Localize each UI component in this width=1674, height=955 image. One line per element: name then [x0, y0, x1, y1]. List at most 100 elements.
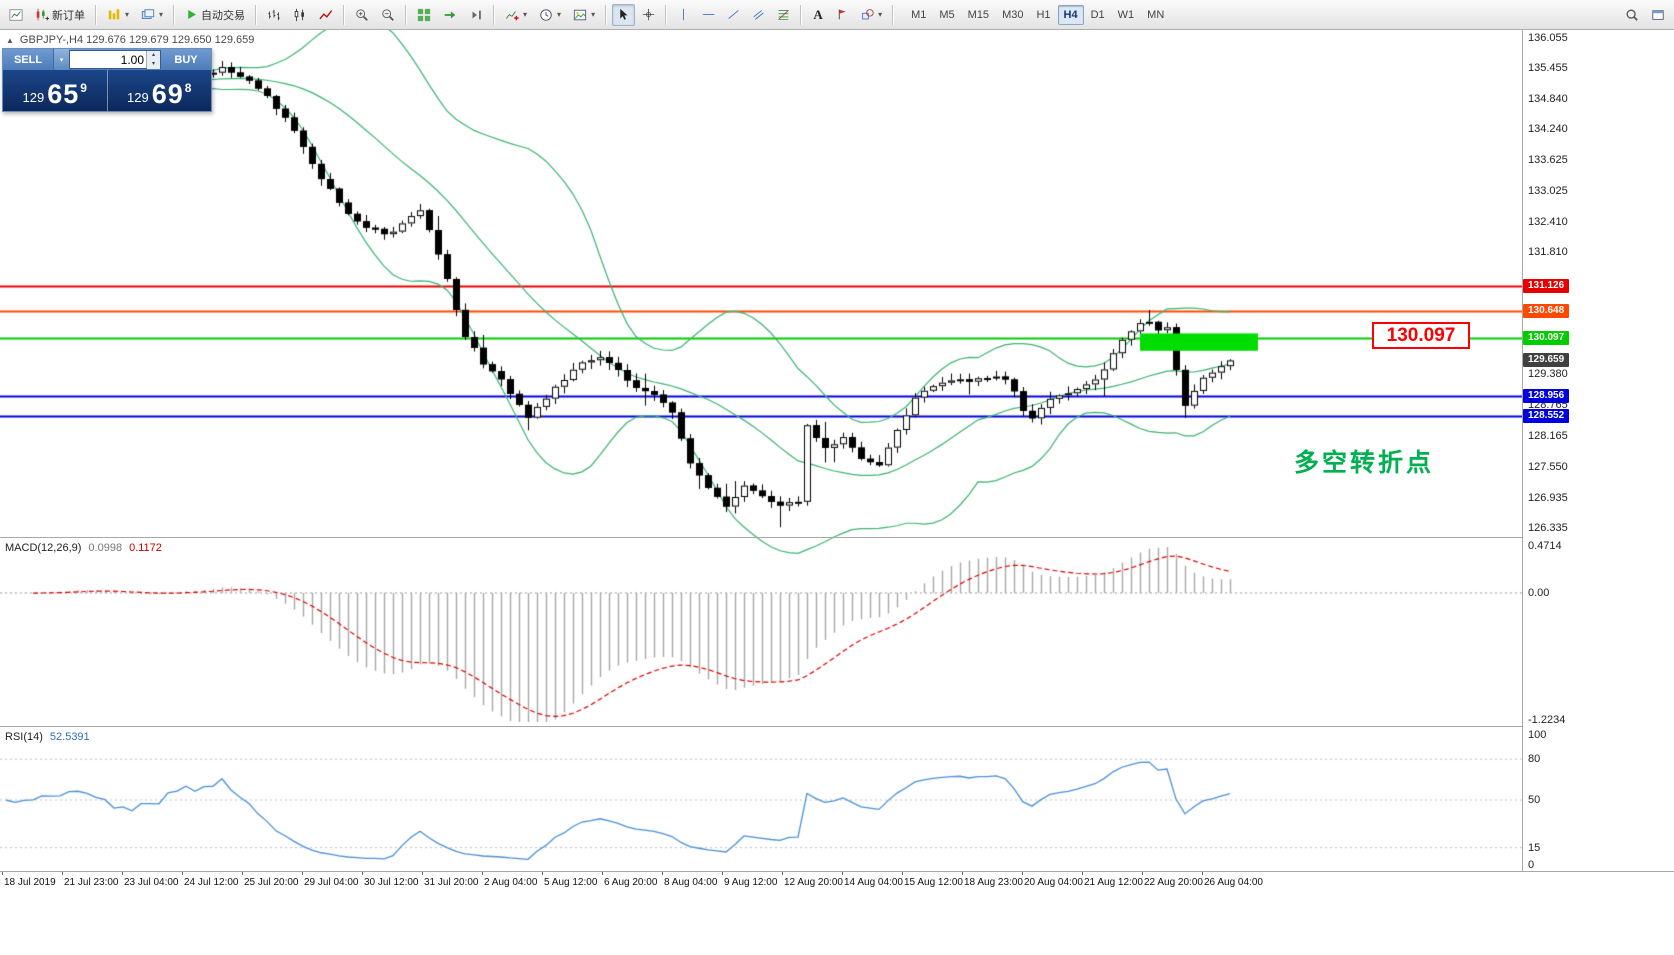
time-axis-label: 15 Aug 12:00	[904, 877, 963, 888]
timeframe-m15-button[interactable]: M15	[962, 5, 995, 25]
rsi-axis-label: 0	[1528, 859, 1535, 871]
chart-shift-icon	[472, 10, 481, 19]
fibonacci-icon	[778, 10, 789, 20]
price-axis-label: 132.410	[1528, 215, 1568, 228]
time-axis-label: 22 Aug 20:00	[1144, 877, 1203, 888]
chart-window-menu-button[interactable]	[4, 4, 28, 26]
timeframe-group: M1 M5 M15 M30 H1 H4 D1 W1 MN	[905, 4, 1170, 25]
search-icon	[1626, 9, 1638, 21]
templates-button[interactable]: ▾	[568, 4, 600, 26]
timeframe-m5-button[interactable]: M5	[933, 5, 960, 25]
rsi-name: RSI(14)	[5, 731, 43, 743]
time-axis-tick	[242, 872, 243, 875]
toolbar-separator	[173, 4, 176, 25]
macd-axis-label: -1.2234	[1528, 714, 1566, 726]
channel-icon	[753, 10, 764, 20]
toolbar-separator	[605, 4, 608, 25]
toolbar-separator	[255, 4, 258, 25]
fibonacci-tool-button[interactable]	[772, 4, 795, 26]
play-icon	[188, 10, 196, 19]
sell-price-sup: 9	[80, 81, 87, 95]
sell-price-big: 65	[47, 79, 80, 109]
zoom-out-button[interactable]	[376, 4, 400, 26]
new-order-button[interactable]: 新订单	[30, 4, 90, 26]
timeframe-m1-button[interactable]: M1	[905, 5, 932, 25]
time-axis-label: 9 Aug 12:00	[724, 877, 778, 888]
chart-window: ▲ GBPJPY-,H4 129.676 129.679 129.650 129…	[0, 30, 1674, 891]
chart-canvas[interactable]	[0, 30, 1522, 871]
time-axis-label: 21 Jul 23:00	[64, 877, 119, 888]
vertical-line-tool-button[interactable]	[672, 4, 695, 26]
crosshair-tool-button[interactable]	[637, 4, 660, 26]
timeframe-mn-button[interactable]: MN	[1141, 5, 1170, 25]
profiles-button[interactable]: ▾	[136, 4, 168, 26]
time-axis-label: 31 Jul 20:00	[424, 877, 479, 888]
indicators-button[interactable]: ▾	[500, 4, 532, 26]
channel-tool-button[interactable]	[747, 4, 770, 26]
price-axis-label: 128.165	[1528, 429, 1568, 442]
new-chart-button[interactable]: ▾	[102, 4, 134, 26]
tile-windows-icon	[417, 8, 431, 21]
sell-price-display[interactable]: 129 65 9	[3, 70, 107, 111]
time-axis-separator	[0, 871, 1674, 872]
sell-button[interactable]: SELL	[13, 53, 43, 66]
time-axis-label: 26 Aug 04:00	[1204, 877, 1263, 888]
autotrading-button[interactable]: 自动交易	[180, 4, 250, 26]
arrow-label-tool-button[interactable]	[831, 4, 854, 26]
shapes-tool-button[interactable]: ▾	[856, 4, 887, 26]
volume-down-icon[interactable]: ▾	[147, 60, 160, 69]
symbol-search-button[interactable]	[1620, 4, 1644, 26]
horizontal-line-tool-button[interactable]	[697, 4, 720, 26]
time-axis-label: 30 Jul 12:00	[364, 877, 419, 888]
tile-windows-button[interactable]	[412, 4, 436, 26]
one-click-toggle-icon[interactable]: ▲	[6, 35, 14, 45]
buy-price-display[interactable]: 129 69 8	[106, 70, 212, 111]
price-axis[interactable]: 136.055 135.455 134.840 134.240 133.625 133.0…	[1523, 30, 1674, 871]
text-tool-button[interactable]: A	[807, 4, 829, 26]
buy-price-big: 69	[151, 79, 184, 109]
cursor-tool-button[interactable]	[612, 3, 636, 26]
line-chart-button[interactable]	[314, 4, 338, 26]
macd-panel-separator[interactable]	[0, 537, 1674, 538]
volume-input[interactable]	[70, 51, 146, 68]
time-axis-tick	[542, 872, 543, 875]
price-level-label: 130.097	[1372, 322, 1470, 349]
timeframe-w1-button[interactable]: W1	[1112, 5, 1141, 25]
toolbar-separator	[892, 4, 895, 25]
buy-button[interactable]: BUY	[174, 53, 198, 66]
periods-button[interactable]: ▾	[534, 4, 566, 26]
macd-axis-label: 0.4714	[1528, 540, 1562, 552]
chart-shift-button[interactable]	[464, 4, 488, 26]
timeframe-h1-button[interactable]: H1	[1030, 5, 1056, 25]
trade-panel-header: SELL ▾ ▴ ▾ BUY	[3, 49, 211, 70]
time-axis-tick	[722, 872, 723, 875]
price-axis-label: 136.055	[1528, 32, 1568, 44]
macd-indicator-label: MACD(12,26,9) 0.0998 0.1172	[5, 542, 162, 554]
trendline-tool-button[interactable]	[722, 4, 745, 26]
new-window-button[interactable]	[1646, 4, 1670, 26]
dropdown-caret-icon: ▾	[591, 10, 596, 19]
time-axis-tick	[602, 872, 603, 875]
price-axis-label: 131.810	[1528, 245, 1568, 258]
time-axis-label: 29 Jul 04:00	[304, 877, 359, 888]
timeframe-h4-button[interactable]: H4	[1057, 4, 1084, 25]
time-axis-tick	[1202, 872, 1203, 875]
zoom-in-button[interactable]	[350, 4, 374, 26]
line-chart-icon	[319, 9, 333, 19]
window-icon	[1652, 9, 1664, 20]
bar-chart-icon	[268, 9, 280, 20]
rsi-panel-separator[interactable]	[0, 726, 1674, 727]
volume-dropdown-button[interactable]: ▾	[53, 49, 69, 70]
time-axis[interactable]: 18 Jul 2019 21 Jul 23:00 23 Jul 04:00 24 Ju…	[0, 872, 1674, 891]
time-axis-label: 25 Jul 20:00	[244, 877, 299, 888]
candlestick-chart-button[interactable]	[288, 4, 312, 26]
timeframe-m30-button[interactable]: M30	[996, 5, 1029, 25]
volume-up-icon[interactable]: ▴	[147, 51, 160, 60]
auto-scroll-button[interactable]	[438, 4, 462, 26]
price-axis-label: 134.840	[1528, 93, 1568, 106]
timeframe-d1-button[interactable]: D1	[1085, 5, 1111, 25]
autotrading-label: 自动交易	[201, 9, 246, 22]
time-axis-label: 23 Jul 04:00	[124, 877, 179, 888]
bar-chart-button[interactable]	[262, 4, 286, 26]
time-axis-tick	[182, 872, 183, 875]
